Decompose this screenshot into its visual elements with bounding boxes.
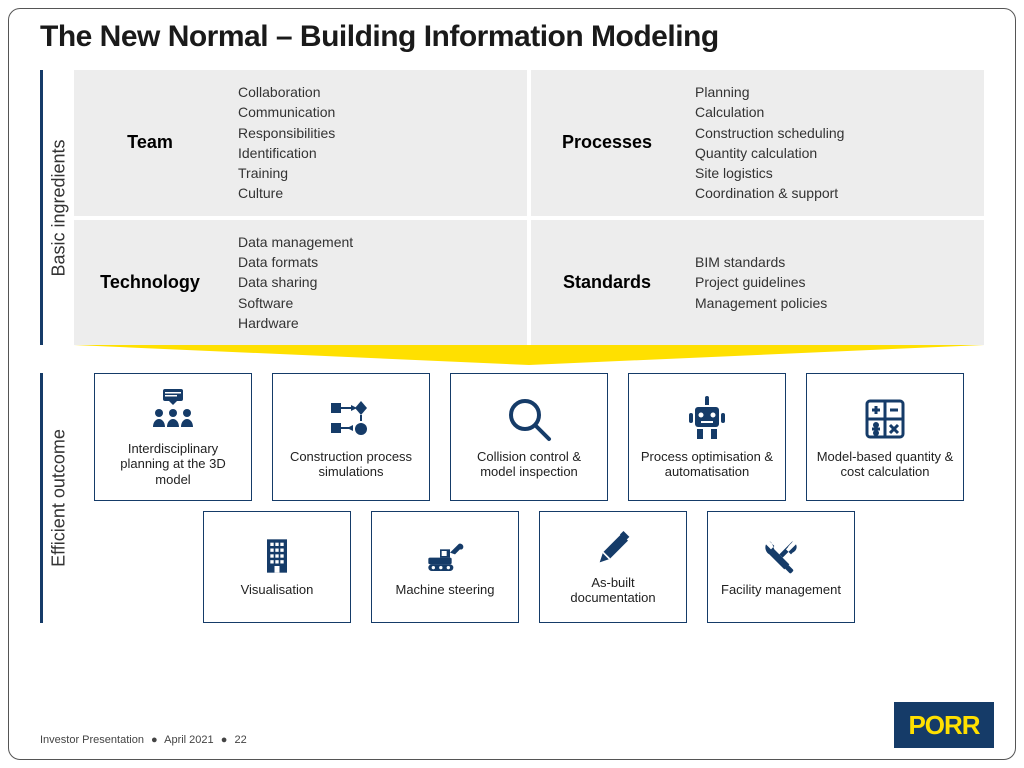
page-title: The New Normal – Building Information Mo… [40,20,984,54]
ingredients-grid: Team Collaboration Communication Respons… [74,70,984,345]
ingredient-cell-technology: Technology Data management Data formats … [74,220,527,345]
outcome-box: Collision control & model inspection [450,373,608,501]
ingredient-item: Management policies [695,293,827,313]
ingredient-item: Hardware [238,313,353,333]
page-number: 22 [234,734,246,746]
ingredient-item: Responsibilities [238,123,335,143]
outcome-box: Machine steering [371,511,519,623]
ingredient-item: Software [238,293,353,313]
footer: Investor Presentation ● April 2021 ● 22 [40,734,247,746]
outcome-row-1: Interdisciplinary planning at the 3D mod… [94,373,964,501]
outcome-box: Model-based quantity & cost calculation [806,373,964,501]
footer-separator: ● [151,734,158,746]
funnel-icon [74,345,984,365]
ingredient-item: Quantity calculation [695,143,844,163]
ingredient-label: Team [90,132,210,153]
ingredients-section: Basic ingredients Team Collaboration Com… [40,70,984,345]
outcome-text: Model-based quantity & cost calculation [815,449,955,480]
outcome-section: Efficient outcome Interdisciplinary plan… [40,373,984,623]
magnifier-icon [503,395,555,443]
ingredient-label: Technology [90,272,210,293]
ingredients-body: Team Collaboration Communication Respons… [74,70,984,345]
ingredient-item: Calculation [695,102,844,122]
ingredient-list: Planning Calculation Construction schedu… [695,82,844,204]
outcome-label: Efficient outcome [48,429,69,567]
outcome-box: Visualisation [203,511,351,623]
outcome-text: Visualisation [241,582,314,598]
ingredient-item: Training [238,163,335,183]
ingredient-item: Planning [695,82,844,102]
outcome-box: As-built documentation [539,511,687,623]
ingredient-item: Data sharing [238,272,353,292]
footer-date: April 2021 [164,734,214,746]
outcome-text: Construction process simulations [281,449,421,480]
ingredients-label: Basic ingredients [48,139,69,276]
ingredient-item: Identification [238,143,335,163]
ingredient-item: Collaboration [238,82,335,102]
outcome-text: Machine steering [396,582,495,598]
outcome-body: Interdisciplinary planning at the 3D mod… [74,373,984,623]
ingredient-item: Construction scheduling [695,123,844,143]
ingredient-list: Collaboration Communication Responsibili… [238,82,335,204]
logo-text: PORR [908,710,979,741]
ingredient-label: Processes [547,132,667,153]
outcome-box: Process optimisation & automatisation [628,373,786,501]
ingredient-list: BIM standards Project guidelines Managem… [695,252,827,313]
footer-separator: ● [221,734,228,746]
robot-icon [681,395,733,443]
porr-logo: PORR [894,702,994,748]
calculator-icon [859,395,911,443]
slide-content: The New Normal – Building Information Mo… [40,20,984,708]
ingredients-vrule: Basic ingredients [40,70,74,345]
ingredient-item: Data management [238,232,353,252]
ingredient-item: BIM standards [695,252,827,272]
outcome-row-2: Visualisation Machine steering As-built … [203,511,855,623]
pencil-icon [591,529,635,569]
ingredient-item: Project guidelines [695,272,827,292]
team-discussion-icon [147,387,199,435]
flowchart-icon [325,395,377,443]
ingredient-cell-standards: Standards BIM standards Project guidelin… [531,220,984,345]
ingredient-cell-processes: Processes Planning Calculation Construct… [531,70,984,216]
ingredient-item: Culture [238,183,335,203]
outcome-text: Process optimisation & automatisation [637,449,777,480]
ingredient-item: Communication [238,102,335,122]
outcome-box: Interdisciplinary planning at the 3D mod… [94,373,252,501]
tools-icon [759,536,803,576]
ingredient-item: Coordination & support [695,183,844,203]
outcome-vrule: Efficient outcome [40,373,74,623]
ingredient-label: Standards [547,272,667,293]
outcome-text: Interdisciplinary planning at the 3D mod… [103,441,243,488]
outcome-text: As-built documentation [548,575,678,606]
outcome-box: Construction process simulations [272,373,430,501]
building-icon [255,536,299,576]
excavator-icon [423,536,467,576]
outcome-box: Facility management [707,511,855,623]
ingredient-item: Site logistics [695,163,844,183]
outcome-text: Facility management [721,582,841,598]
ingredient-list: Data management Data formats Data sharin… [238,232,353,333]
outcome-text: Collision control & model inspection [459,449,599,480]
ingredient-cell-team: Team Collaboration Communication Respons… [74,70,527,216]
ingredient-item: Data formats [238,252,353,272]
footer-text: Investor Presentation [40,734,144,746]
